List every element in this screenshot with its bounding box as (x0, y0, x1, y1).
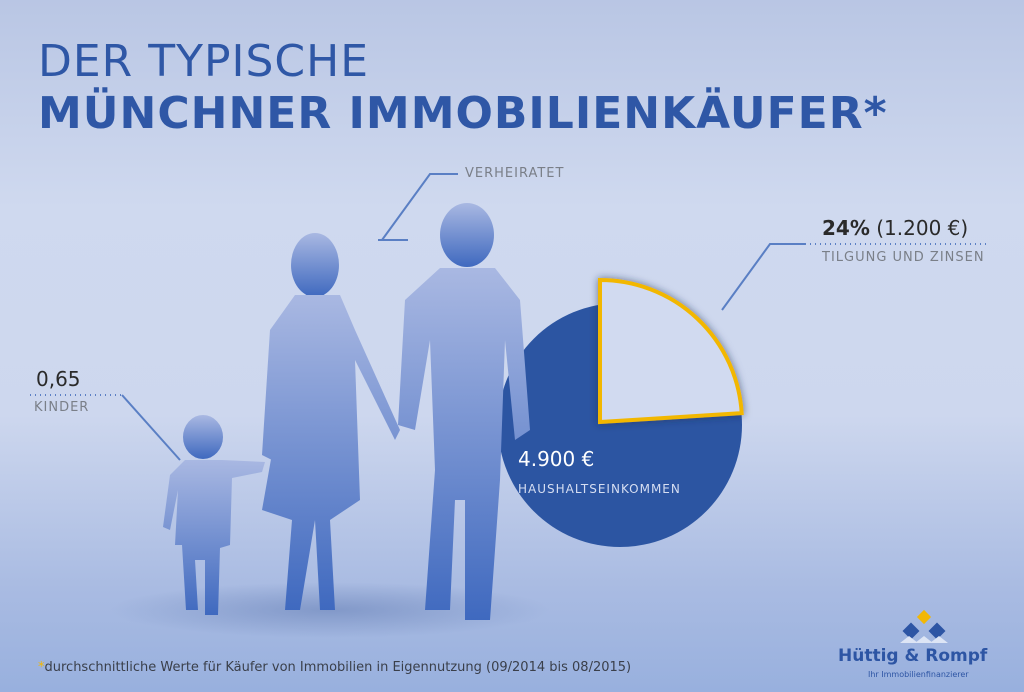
children-label: KINDER (34, 400, 90, 415)
income-value: 4.900 € (518, 447, 595, 471)
child-silhouette (163, 415, 265, 615)
callout-line-married-2 (381, 173, 458, 241)
callout-line-children (121, 394, 181, 461)
logo-tagline: Ihr Immobilienfinanzierer (868, 670, 969, 679)
repayment-percent: 24% (822, 216, 870, 240)
callout-line-repayment (721, 243, 805, 311)
logo-mark (900, 609, 948, 643)
married-label: VERHEIRATET (465, 166, 565, 181)
woman-silhouette (262, 233, 400, 610)
repayment-label: TILGUNG UND ZINSEN (822, 250, 985, 265)
pie-slice-repayment (598, 277, 744, 425)
man-silhouette (398, 203, 530, 620)
children-value: 0,65 (36, 367, 81, 391)
repayment-value: 24% (1.200 €) (822, 216, 968, 240)
footnote-text: durchschnittliche Werte für Käufer von I… (44, 660, 632, 675)
footnote-star: * (38, 660, 45, 675)
title-line-1: DER TYPISCHE (38, 36, 370, 87)
logo-name: Hüttig & Rompf (838, 646, 988, 666)
title-line-2: MÜNCHNER IMMOBILIENKÄUFER* (38, 88, 888, 139)
income-label: HAUSHALTSEINKOMMEN (518, 482, 681, 496)
repayment-amount: (1.200 €) (876, 216, 969, 240)
footnote: *durchschnittliche Werte für Käufer von … (38, 660, 631, 675)
